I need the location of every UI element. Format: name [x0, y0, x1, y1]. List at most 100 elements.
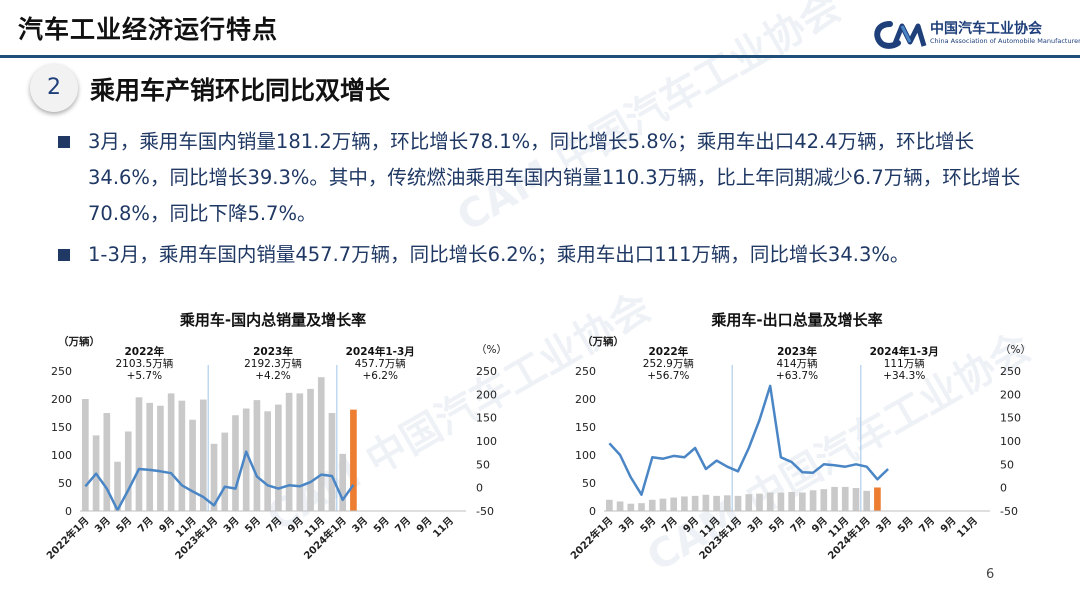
- y-tick-left: 200: [51, 393, 72, 406]
- bar: [339, 453, 347, 511]
- bullet-item: 1-3月，乘用车国内销量457.7万辆，同比增长6.2%；乘用车出口111万辆，…: [58, 237, 1048, 273]
- x-tick-label: 2022年1月: [44, 514, 92, 562]
- y-tick-left: 200: [575, 393, 596, 406]
- bar: [146, 402, 154, 511]
- export-chart: 乘用车-出口总量及增长率 （万辆） （%） 0 50 100 150 200 250 -50 0 50…: [560, 305, 1031, 579]
- bar: [788, 491, 795, 511]
- bullet-text: 3月，乘用车国内销量181.2万辆，环比增长78.1%，同比增长5.8%；乘用车…: [88, 130, 1021, 225]
- bar: [296, 393, 304, 511]
- bar: [852, 488, 860, 511]
- year-annotation: 252.9万辆: [643, 357, 694, 370]
- bar: [189, 419, 196, 511]
- bar-highlight: [874, 487, 881, 511]
- year-annotation: 2024年1-3月: [870, 345, 939, 358]
- year-annotation: 2022年: [124, 345, 164, 358]
- y-tick-left: 150: [575, 421, 596, 434]
- cam-logo-icon: [874, 21, 927, 49]
- year-annotation: +63.7%: [776, 370, 818, 382]
- year-annotation: +34.3%: [883, 370, 925, 382]
- y-tick-left: 50: [582, 477, 596, 490]
- bar-highlight: [350, 409, 357, 511]
- x-tick-label: 3月: [350, 515, 370, 535]
- y-tick-left: 150: [51, 421, 72, 434]
- bar: [648, 499, 656, 511]
- year-annotation: 2023年: [777, 345, 817, 358]
- x-tick-label: 3月: [616, 515, 636, 535]
- bullet-list: 3月，乘用车国内销量181.2万辆，环比增长78.1%，同比增长5.8%；乘用车…: [58, 124, 1048, 273]
- domestic-sales-chart-svg: 乘用车-国内总销量及增长率 （万辆） （%） 0 50 100 150 200 250 -50 0 5…: [44, 311, 507, 562]
- bar: [681, 496, 688, 511]
- y-tick-right: 150: [476, 412, 497, 425]
- bar: [264, 411, 271, 511]
- year-annotation: 2024年1-3月: [346, 345, 415, 358]
- year-annotation: 2103.5万辆: [115, 357, 173, 370]
- year-annotation: +6.2%: [362, 370, 397, 382]
- header-bar: 汽车工业经济运行特点 中国汽车工业协会 China Association of…: [0, 0, 1080, 50]
- bar: [820, 489, 828, 511]
- bar: [606, 499, 613, 511]
- bar: [114, 461, 121, 511]
- bar: [799, 492, 806, 511]
- y-tick-left: 0: [65, 505, 72, 518]
- x-tick-label: 5月: [767, 515, 787, 535]
- bar: [756, 493, 763, 511]
- bar: [841, 486, 849, 511]
- bar: [777, 492, 785, 511]
- bullet-item: 3月，乘用车国内销量181.2万辆，环比增长78.1%，同比增长5.8%；乘用车…: [58, 124, 1048, 232]
- bar: [210, 443, 218, 511]
- bullet-text: 1-3月，乘用车国内销量457.7万辆，同比增长6.2%；乘用车出口111万辆，…: [88, 243, 910, 266]
- y-tick-right: 100: [476, 435, 497, 448]
- bar: [691, 495, 699, 511]
- bar: [82, 399, 89, 511]
- year-annotation: +4.2%: [255, 370, 290, 382]
- x-tick-label: 7月: [917, 515, 937, 535]
- bar: [317, 377, 325, 511]
- bar: [135, 397, 143, 511]
- chart-title: 乘用车-出口总量及增长率: [710, 311, 882, 329]
- growth-rate-line: [608, 384, 889, 496]
- bar: [199, 399, 207, 511]
- bar: [103, 413, 111, 511]
- year-annotation: 457.7万辆: [355, 357, 406, 370]
- x-tick-label: 7月: [393, 515, 413, 535]
- y-axis-left-unit: （万辆）: [582, 335, 624, 348]
- header-divider: [0, 55, 1080, 58]
- bar: [285, 392, 293, 511]
- y-tick-right: -50: [1000, 505, 1018, 518]
- y-tick-right: 250: [1000, 365, 1021, 378]
- x-tick-label: 7月: [135, 515, 155, 535]
- x-tick-label: 5月: [895, 515, 915, 535]
- year-annotation: 414万辆: [776, 357, 817, 370]
- bar: [734, 495, 742, 511]
- x-tick-label: 5月: [243, 515, 263, 535]
- caam-logo: 中国汽车工业协会 China Association of Automobile…: [872, 18, 1080, 52]
- y-tick-right: 250: [476, 365, 497, 378]
- x-tick-label: 7月: [788, 515, 808, 535]
- square-bullet-icon: [58, 136, 70, 148]
- bar: [124, 431, 132, 511]
- bar: [863, 490, 871, 511]
- page-number: 6: [986, 567, 995, 582]
- bar: [627, 503, 635, 511]
- y-tick-right: 200: [1000, 388, 1021, 401]
- x-tick-label: 2022年1月: [568, 514, 616, 562]
- y-axis-right-unit: （%）: [1000, 344, 1030, 356]
- y-tick-right: 100: [1000, 435, 1021, 448]
- bar: [167, 393, 175, 511]
- x-tick-label: 3月: [92, 515, 112, 535]
- y-tick-left: 0: [589, 505, 596, 518]
- bar: [178, 400, 186, 511]
- bar: [157, 405, 164, 511]
- growth-rate-line: [84, 450, 355, 512]
- bar: [766, 492, 774, 511]
- y-tick-left: 50: [58, 477, 72, 490]
- y-tick-right: 200: [476, 388, 497, 401]
- y-tick-right: 0: [476, 482, 483, 495]
- x-tick-label: 11月: [955, 515, 980, 540]
- bar: [253, 400, 261, 511]
- x-tick-label: 5月: [371, 515, 391, 535]
- chart-title: 乘用车-国内总销量及增长率: [179, 311, 366, 329]
- year-annotation: 2022年: [648, 345, 688, 358]
- export-chart-svg: 乘用车-出口总量及增长率 （万辆） （%） 0 50 100 150 200 250 -50 0 50…: [568, 311, 1031, 562]
- logo-text-cn: 中国汽车工业协会: [930, 21, 1042, 37]
